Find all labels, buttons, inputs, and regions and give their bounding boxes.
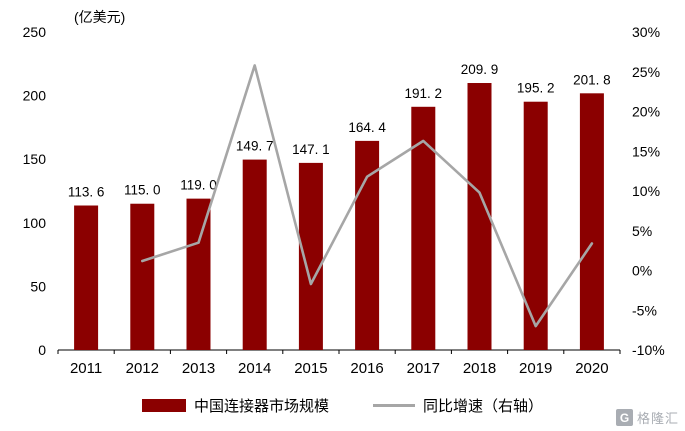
left-axis-unit-label: (亿美元) (74, 9, 125, 25)
bar-value-label: 115. 0 (124, 183, 161, 198)
right-axis-tick-label: 5% (632, 223, 652, 239)
bar-value-label: 113. 6 (68, 185, 105, 200)
chart-canvas: 0 50 100 150 200 250 (亿美元) -10% -5% 0% 5% 10% 15% 20%… (23, 9, 665, 377)
bar-2011 (74, 205, 99, 350)
x-axis-year-label: 2015 (294, 360, 327, 377)
bar-2012 (130, 203, 155, 350)
x-axis-year-label: 2017 (407, 360, 440, 377)
bar-value-label: 191. 2 (405, 86, 443, 101)
right-axis-tick-label: 30% (632, 24, 660, 40)
x-axis-year-label: 2019 (519, 360, 552, 377)
left-axis-tick-label: 50 (30, 278, 46, 294)
chart-legend: 中国连接器市场规模 同比增速（右轴） (0, 395, 685, 416)
bar-series-label: 中国连接器市场规模 (193, 398, 329, 415)
x-axis-year-label: 2013 (182, 360, 215, 377)
gelonghui-logo-text: 格隆汇 (636, 411, 679, 426)
left-axis-tick-label: 250 (23, 24, 47, 40)
x-axis-year-label: 2020 (575, 360, 608, 377)
bar-value-label: 164. 4 (348, 120, 386, 135)
bar-2018 (467, 83, 492, 350)
x-axis-year-label: 2018 (463, 360, 496, 377)
right-axis-tick-label: -10% (632, 342, 665, 358)
line-series-label: 同比增速（右轴） (423, 398, 544, 415)
right-axis-tick-label: 0% (632, 263, 652, 279)
bar-value-label: 119. 0 (180, 178, 217, 193)
bar-2013 (186, 198, 211, 350)
left-axis-tick-label: 0 (38, 342, 46, 358)
bar-value-label: 209. 9 (461, 62, 499, 77)
bar-2017 (411, 106, 436, 350)
right-axis-tick-label: -5% (632, 302, 657, 318)
line-series-swatch (373, 404, 415, 407)
bar-value-label: 195. 2 (517, 81, 555, 96)
right-axis-tick-label: 10% (632, 183, 660, 199)
bar-value-label: 201. 8 (573, 72, 611, 87)
right-axis-tick-label: 15% (632, 143, 660, 159)
bar-value-label: 147. 1 (292, 142, 330, 157)
x-axis-year-label: 2012 (126, 360, 159, 377)
gelonghui-watermark: G 格隆汇 (615, 408, 679, 427)
bar-series-swatch (141, 399, 186, 412)
left-axis-tick-label: 150 (23, 151, 47, 167)
right-axis-tick-label: 20% (632, 104, 660, 120)
left-axis-tick-label: 200 (23, 88, 47, 104)
legend-item-bar-series: 中国连接器市场规模 (141, 395, 329, 416)
x-axis-year-label: 2014 (238, 360, 271, 377)
right-axis-tick-label: 25% (632, 64, 660, 80)
growth-rate-line (141, 64, 594, 328)
x-axis-year-label: 2011 (70, 360, 102, 377)
left-axis-tick-label: 100 (23, 215, 47, 231)
x-axis-year-label: 2016 (350, 360, 383, 377)
bar-2020 (579, 93, 604, 351)
bar-value-label: 149. 7 (236, 139, 274, 154)
legend-item-line-series: 同比增速（右轴） (373, 395, 543, 416)
gelonghui-logo-icon: G (615, 409, 633, 426)
bar-2014 (242, 159, 267, 350)
